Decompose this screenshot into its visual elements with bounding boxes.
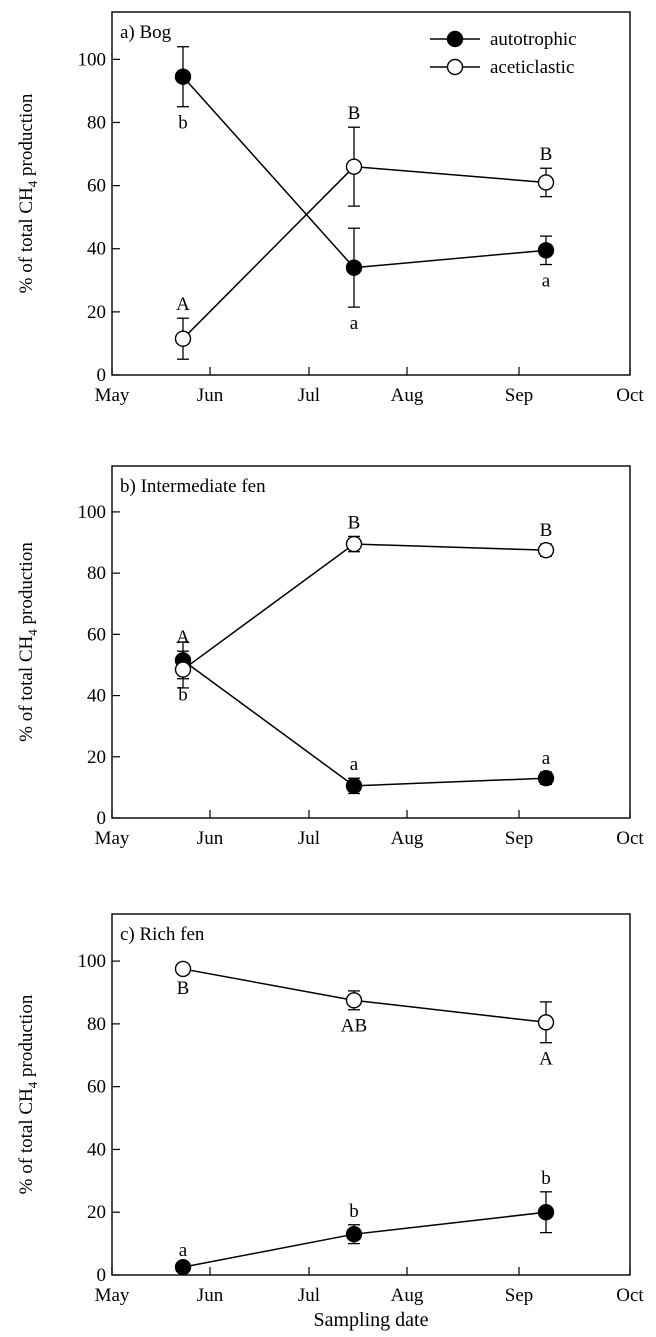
data-point-aceticlastic (174, 661, 192, 678)
significance-letter: a (542, 271, 551, 292)
significance-letter: B (540, 144, 553, 165)
panel-title: a) Bog (120, 22, 172, 43)
panel-title: c) Rich fen (120, 924, 205, 945)
significance-letter: A (539, 1049, 553, 1070)
y-tick-label: 60 (87, 1077, 106, 1098)
x-tick-label: Jun (197, 385, 224, 406)
data-point-autotrophic (174, 68, 192, 85)
series-line-autotrophic (182, 1211, 547, 1268)
y-tick-label: 0 (97, 365, 107, 386)
data-point-autotrophic (345, 1225, 363, 1243)
x-tick-label: Jun (197, 828, 224, 849)
y-tick-label: 60 (87, 624, 106, 645)
x-tick-label: Jul (298, 1285, 320, 1306)
significance-letter: AB (341, 1016, 367, 1037)
data-point-aceticlastic (345, 158, 363, 175)
significance-letter: a (179, 1240, 188, 1261)
x-tick-label: Sep (505, 828, 534, 849)
y-tick-label: 80 (87, 112, 106, 133)
chart-panel-1: 0 20 40 60 80 100 May Jun Jul Aug Sep Oct % of total… (16, 11, 644, 406)
y-tick-label: 100 (78, 951, 107, 972)
significance-letter: B (177, 978, 190, 999)
data-point-autotrophic (345, 259, 363, 276)
y-tick-label: 100 (78, 49, 107, 70)
y-tick-label: 20 (87, 1202, 106, 1223)
x-tick-label: May (95, 1285, 130, 1306)
significance-letter: A (176, 627, 190, 648)
x-axis-title: Sampling date (314, 1309, 429, 1331)
data-point-autotrophic (537, 1204, 555, 1221)
x-tick-label: Oct (616, 828, 644, 849)
data-point-aceticlastic (345, 535, 363, 553)
series-line-aceticlastic (182, 968, 547, 1024)
data-point-autotrophic (174, 1258, 192, 1276)
y-tick-label: 80 (87, 563, 106, 584)
data-point-aceticlastic (345, 992, 363, 1009)
significance-letter: B (348, 512, 361, 533)
x-tick-label: Oct (616, 385, 644, 406)
x-tick-label: Jun (197, 1285, 224, 1306)
significance-letter: B (348, 103, 361, 124)
significance-letter: b (541, 1168, 551, 1189)
y-tick-label: 0 (97, 1265, 107, 1286)
significance-letter: B (540, 520, 553, 541)
data-point-autotrophic (537, 242, 555, 259)
series-line-autotrophic (182, 76, 547, 269)
legend-label: autotrophic (490, 29, 577, 50)
data-point-aceticlastic (174, 330, 192, 347)
series-line-aceticlastic (182, 165, 547, 340)
significance-letter: b (349, 1201, 359, 1222)
y-tick-label: 20 (87, 302, 106, 323)
y-tick-label: 40 (87, 1139, 106, 1160)
plot-frame (111, 913, 631, 1276)
x-tick-label: Sep (505, 1285, 534, 1306)
series-line-aceticlastic (182, 543, 547, 671)
data-point-aceticlastic (537, 1014, 555, 1031)
significance-letter: a (542, 748, 551, 769)
y-tick-label: 100 (78, 502, 107, 523)
legend-label: aceticlastic (490, 57, 574, 78)
x-tick-label: May (95, 385, 130, 406)
data-point-aceticlastic (537, 174, 555, 191)
x-tick-label: Jul (298, 828, 320, 849)
y-tick-label: 40 (87, 686, 106, 707)
plot-frame (111, 11, 631, 376)
chart-panel-3: 0 20 40 60 80 100 May Jun Jul Aug Sep Oct % of total… (16, 913, 644, 1306)
plot-frame (111, 465, 631, 819)
x-tick-label: Sep (505, 385, 534, 406)
significance-letter: a (350, 754, 359, 775)
y-tick-label: 80 (87, 1014, 106, 1035)
x-tick-label: Aug (391, 1285, 424, 1306)
x-tick-label: Oct (616, 1285, 644, 1306)
significance-letter: b (178, 685, 188, 706)
legend-marker (446, 58, 464, 76)
y-tick-label: 60 (87, 176, 106, 197)
y-tick-label: 0 (97, 808, 107, 829)
x-tick-label: Jul (298, 385, 320, 406)
x-tick-label: Aug (391, 385, 424, 406)
legend-marker (446, 30, 464, 48)
data-point-aceticlastic (537, 541, 555, 559)
y-tick-label: 40 (87, 239, 106, 260)
y-axis-title: % of total CH4 production (16, 994, 40, 1194)
panel-title: b) Intermediate fen (120, 476, 266, 497)
y-axis-title: % of total CH4 production (16, 542, 40, 742)
x-tick-label: Aug (391, 828, 424, 849)
significance-letter: b (178, 113, 188, 134)
significance-letter: a (350, 313, 359, 334)
x-tick-label: May (95, 828, 130, 849)
y-axis-title: % of total CH4 production (16, 93, 40, 293)
data-point-autotrophic (345, 777, 363, 795)
series-line-autotrophic (182, 659, 547, 787)
significance-letter: A (176, 294, 190, 315)
chart-panel-2: 0 20 40 60 80 100 May Jun Jul Aug Sep Oct % of total… (16, 465, 644, 849)
y-tick-label: 20 (87, 747, 106, 768)
data-point-autotrophic (537, 770, 555, 787)
data-point-aceticlastic (174, 960, 192, 978)
